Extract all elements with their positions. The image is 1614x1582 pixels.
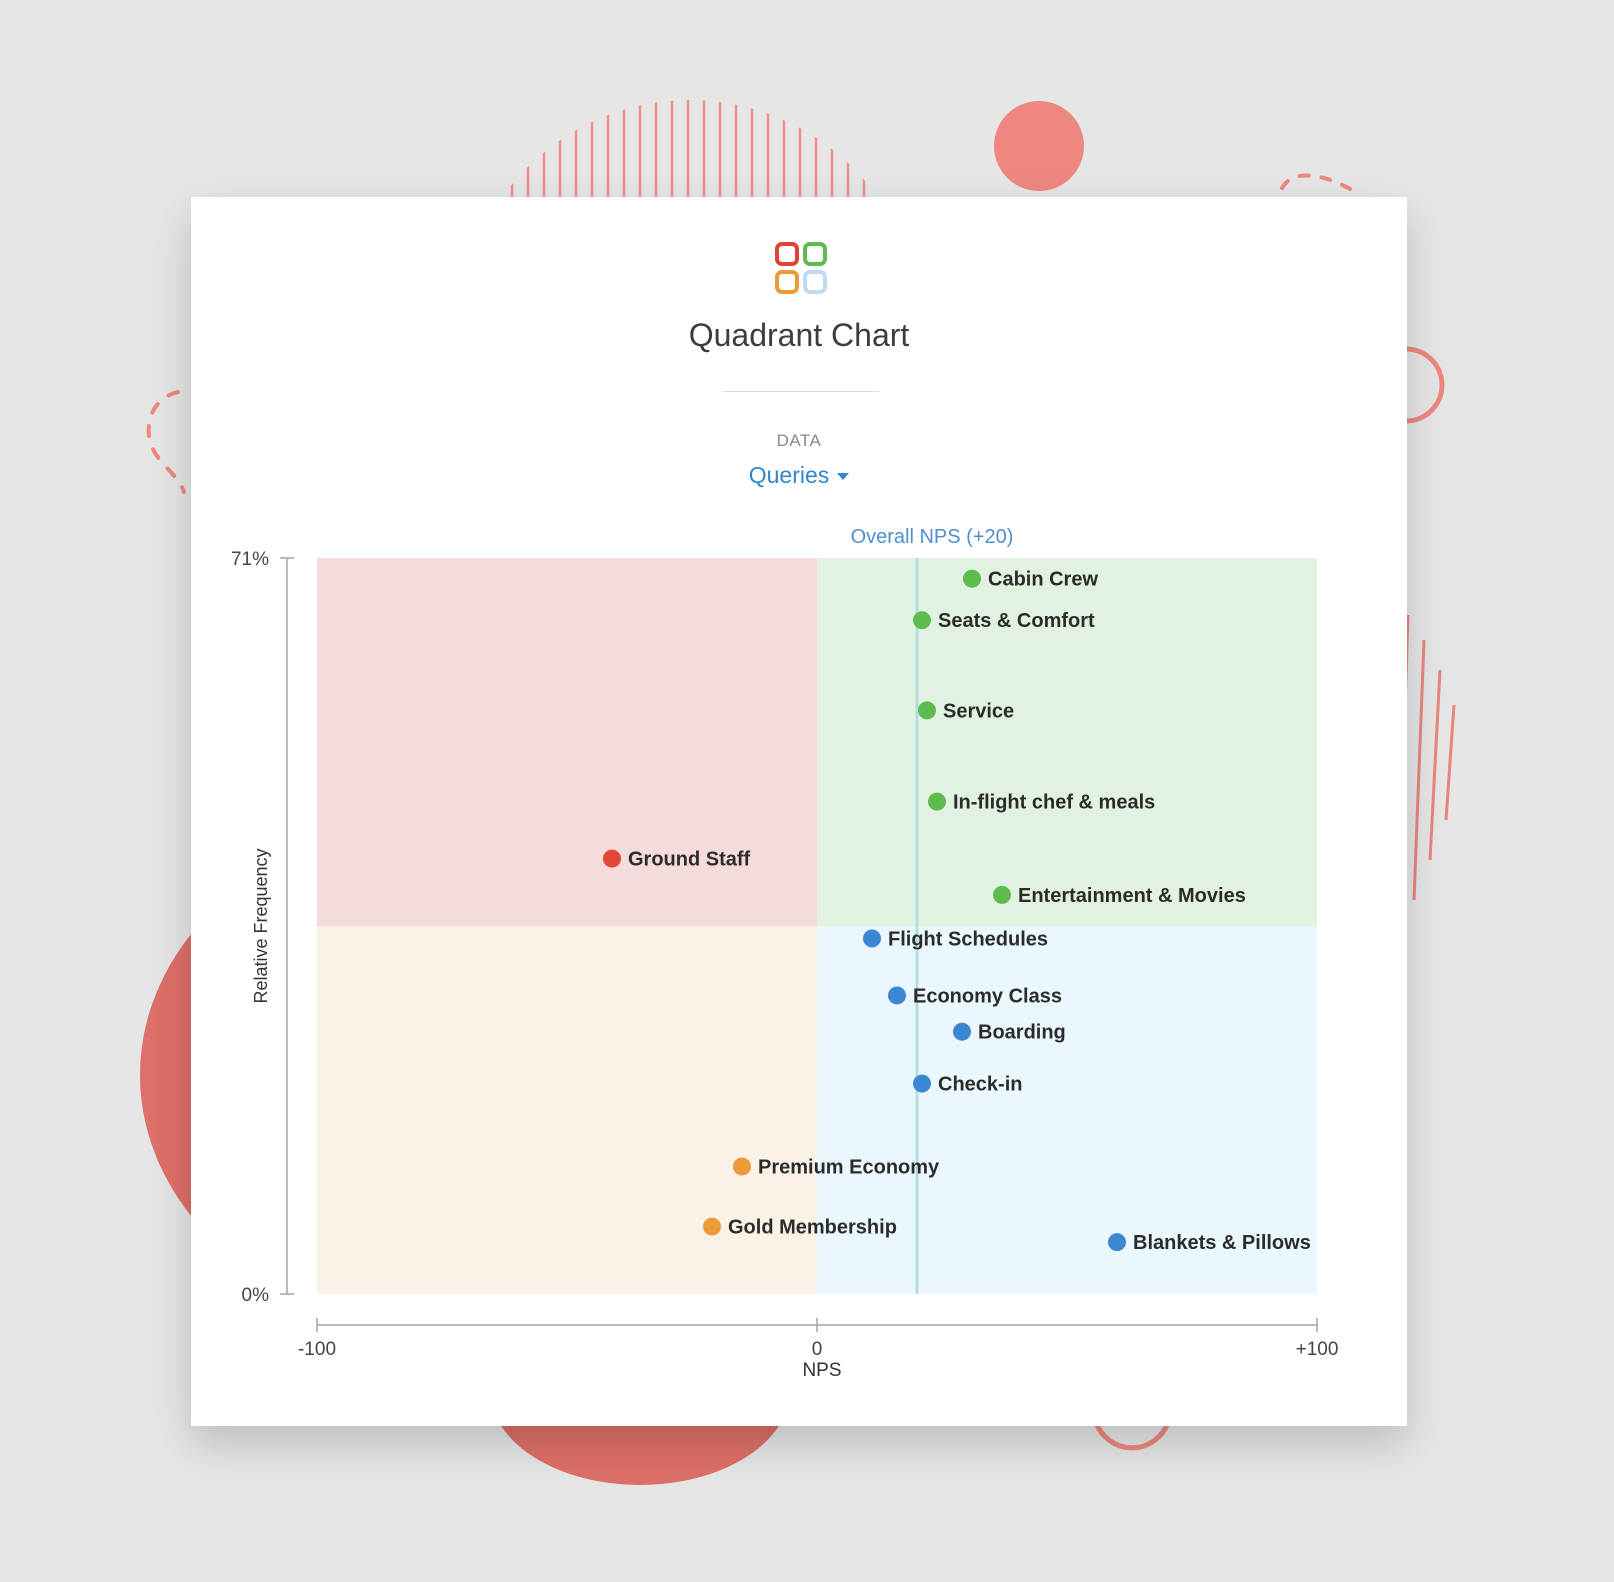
backdrop-dashes-right [1280,173,1354,192]
data-point-label-5: Entertainment & Movies [1018,885,1246,907]
backdrop-dashes-left [146,390,186,494]
data-point-label-4: Ground Staff [628,849,751,871]
data-point-12 [1108,1233,1126,1252]
backdrop-dot-top [994,101,1084,191]
data-point-label-3: In-flight chef & meals [953,792,1155,814]
chevron-down-icon [837,473,850,481]
page-title: Quadrant Chart [688,317,910,353]
data-point-label-10: Premium Economy [758,1156,940,1178]
data-point-label-0: Cabin Crew [988,569,1098,591]
data-point-9 [913,1074,931,1093]
data-point-label-1: Seats & Comfort [938,610,1095,632]
backdrop-stripes-top [478,100,882,200]
data-point-0 [963,569,981,588]
quadrant-top-left [317,558,817,926]
data-point-label-9: Check-in [938,1074,1022,1096]
data-point-1 [913,611,931,630]
data-point-label-2: Service [943,700,1014,722]
x-tick-label-0: -100 [298,1339,336,1360]
backdrop-ring-right [1405,346,1445,424]
data-point-4 [603,849,621,868]
data-point-6 [863,929,881,948]
data-point-3 [928,792,946,811]
data-point-label-12: Blankets & Pillows [1133,1232,1311,1254]
data-point-8 [953,1022,971,1041]
y-tick-label-1: 0% [242,1285,270,1306]
data-point-label-7: Economy Class [913,985,1062,1007]
quadrant-top-right [817,558,1317,926]
data-point-label-6: Flight Schedules [888,928,1048,950]
backdrop-ring-bottom [1093,1421,1171,1451]
reference-line-label: Overall NPS (+20) [851,526,1014,548]
y-tick-label-0: 71% [231,549,269,570]
data-point-11 [703,1217,721,1236]
x-tick-label-1: 0 [812,1339,823,1360]
data-section-label: DATA [776,431,822,450]
data-dropdown-value: Queries [748,462,830,488]
data-point-2 [918,701,936,720]
x-axis-title: NPS [802,1360,841,1381]
title-divider [723,391,879,392]
data-dropdown[interactable]: Queries [191,462,1407,489]
x-tick-label-2: +100 [1296,1339,1339,1360]
chart-card: Quadrant Chart DATA Queries Overall NPS … [191,197,1407,1426]
data-point-label-8: Boarding [978,1022,1066,1044]
data-point-10 [733,1157,751,1176]
quadrant-bottom-left [317,926,817,1294]
data-point-7 [888,986,906,1005]
quadrant-logo-icon [775,242,827,294]
data-point-label-11: Gold Membership [728,1217,897,1239]
quadrant-chart: Overall NPS (+20) 71% 0% Relative Frequency… [231,526,1339,1381]
y-axis-title: Relative Frequency [251,848,271,1003]
data-point-5 [993,885,1011,904]
